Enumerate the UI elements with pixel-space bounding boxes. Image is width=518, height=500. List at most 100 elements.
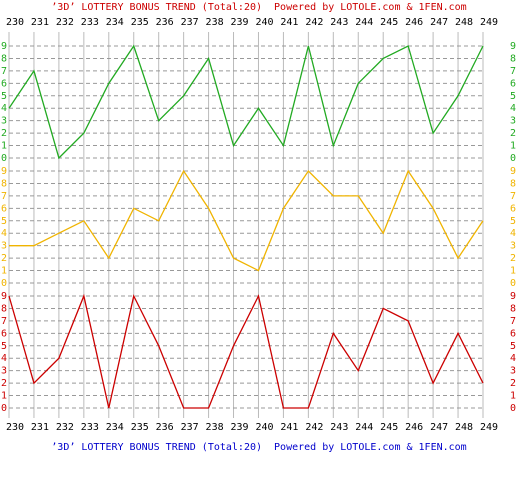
- x-tick-label: 242: [305, 17, 323, 28]
- x-tick-label-bottom: 238: [206, 422, 224, 433]
- y-tick-label-right: 2: [510, 253, 516, 264]
- y-tick-label: 4: [1, 353, 7, 364]
- x-tick-label: 239: [230, 17, 248, 28]
- chart-title-bottom: ’3D’ LOTTERY BONUS TREND (Total:20) Powe…: [51, 442, 466, 453]
- y-tick-label-right: 7: [510, 66, 516, 77]
- y-tick-label: 3: [1, 116, 7, 127]
- y-tick-label: 5: [1, 91, 7, 102]
- x-tick-label-bottom: 234: [106, 422, 124, 433]
- y-tick-label-right: 4: [510, 228, 516, 239]
- y-tick-label-right: 4: [510, 353, 516, 364]
- x-tick-label-bottom: 243: [330, 422, 348, 433]
- x-tick-label: 241: [280, 17, 298, 28]
- y-tick-label: 6: [1, 328, 7, 339]
- x-tick-label-bottom: 245: [380, 422, 398, 433]
- x-tick-label-bottom: 239: [230, 422, 248, 433]
- y-tick-label-right: 5: [510, 216, 516, 227]
- x-tick-label-bottom: 248: [455, 422, 473, 433]
- x-tick-label: 243: [330, 17, 348, 28]
- y-tick-label-right: 3: [510, 116, 516, 127]
- x-tick-label: 230: [6, 17, 24, 28]
- y-tick-label: 0: [1, 153, 7, 164]
- x-tick-label: 240: [255, 17, 273, 28]
- series-line: [8, 44, 484, 160]
- x-tick-label-bottom: 240: [255, 422, 273, 433]
- y-tick-label-right: 8: [510, 303, 516, 314]
- x-tick-label: 244: [355, 17, 373, 28]
- series-line: [9, 169, 484, 272]
- y-tick-label: 2: [1, 128, 7, 139]
- x-tick-label-bottom: 247: [430, 422, 448, 433]
- y-tick-label: 9: [1, 291, 7, 302]
- x-tick-label-bottom: 236: [156, 422, 174, 433]
- series-line: [8, 293, 484, 409]
- y-tick-label-right: 0: [510, 403, 516, 414]
- x-tick-label-bottom: 233: [81, 422, 99, 433]
- y-tick-label-right: 6: [510, 78, 516, 89]
- y-tick-label-right: 5: [510, 341, 516, 352]
- y-tick-label: 9: [1, 41, 7, 52]
- y-tick-label-right: 3: [510, 241, 516, 252]
- y-tick-label: 1: [1, 266, 7, 277]
- x-tick-label: 234: [106, 17, 124, 28]
- y-tick-label: 7: [1, 191, 7, 202]
- y-tick-label-right: 3: [510, 366, 516, 377]
- y-tick-label: 8: [1, 178, 7, 189]
- y-tick-label: 4: [1, 228, 7, 239]
- y-tick-label: 5: [1, 216, 7, 227]
- x-tick-label: 238: [206, 17, 224, 28]
- y-tick-label: 0: [1, 403, 7, 414]
- x-tick-label: 235: [131, 17, 149, 28]
- y-tick-label: 5: [1, 341, 7, 352]
- y-tick-label-right: 1: [510, 141, 516, 152]
- y-tick-label: 0: [1, 278, 7, 289]
- x-tick-label: 246: [405, 17, 423, 28]
- x-tick-label-bottom: 244: [355, 422, 373, 433]
- x-tick-label: 247: [430, 17, 448, 28]
- x-tick-label: 237: [181, 17, 199, 28]
- x-tick-label-bottom: 246: [405, 422, 423, 433]
- y-tick-label: 3: [1, 366, 7, 377]
- x-tick-label-bottom: 232: [56, 422, 74, 433]
- y-tick-label-right: 7: [510, 191, 516, 202]
- x-tick-label-bottom: 230: [6, 422, 24, 433]
- y-tick-label-right: 6: [510, 203, 516, 214]
- y-tick-label-right: 0: [510, 278, 516, 289]
- y-tick-label-right: 0: [510, 153, 516, 164]
- x-tick-label: 236: [156, 17, 174, 28]
- y-tick-label-right: 8: [510, 178, 516, 189]
- y-tick-label-right: 2: [510, 378, 516, 389]
- chart-title: ’3D’ LOTTERY BONUS TREND (Total:20) Powe…: [51, 2, 466, 13]
- y-tick-label-right: 8: [510, 53, 516, 64]
- x-tick-label: 233: [81, 17, 99, 28]
- y-tick-label-right: 9: [510, 291, 516, 302]
- x-tick-label: 248: [455, 17, 473, 28]
- y-tick-label: 3: [1, 241, 7, 252]
- y-tick-label-right: 1: [510, 391, 516, 402]
- x-tick-label-bottom: 237: [181, 422, 199, 433]
- y-tick-label: 1: [1, 391, 7, 402]
- y-tick-label-right: 6: [510, 328, 516, 339]
- y-tick-label: 8: [1, 303, 7, 314]
- y-tick-label: 2: [1, 253, 7, 264]
- y-tick-label: 4: [1, 103, 7, 114]
- y-tick-label: 8: [1, 53, 7, 64]
- y-tick-label: 2: [1, 378, 7, 389]
- y-tick-label-right: 2: [510, 128, 516, 139]
- y-tick-label-right: 9: [510, 166, 516, 177]
- x-tick-label: 232: [56, 17, 74, 28]
- x-tick-label: 231: [31, 17, 49, 28]
- x-tick-label: 245: [380, 17, 398, 28]
- y-tick-label-right: 4: [510, 103, 516, 114]
- x-tick-label-bottom: 249: [480, 422, 498, 433]
- x-tick-label-bottom: 231: [31, 422, 49, 433]
- y-tick-label-right: 7: [510, 316, 516, 327]
- y-tick-label: 9: [1, 166, 7, 177]
- y-tick-label: 6: [1, 203, 7, 214]
- x-tick-label-bottom: 242: [305, 422, 323, 433]
- y-tick-label: 7: [1, 316, 7, 327]
- x-tick-label-bottom: 235: [131, 422, 149, 433]
- x-tick-label: 249: [480, 17, 498, 28]
